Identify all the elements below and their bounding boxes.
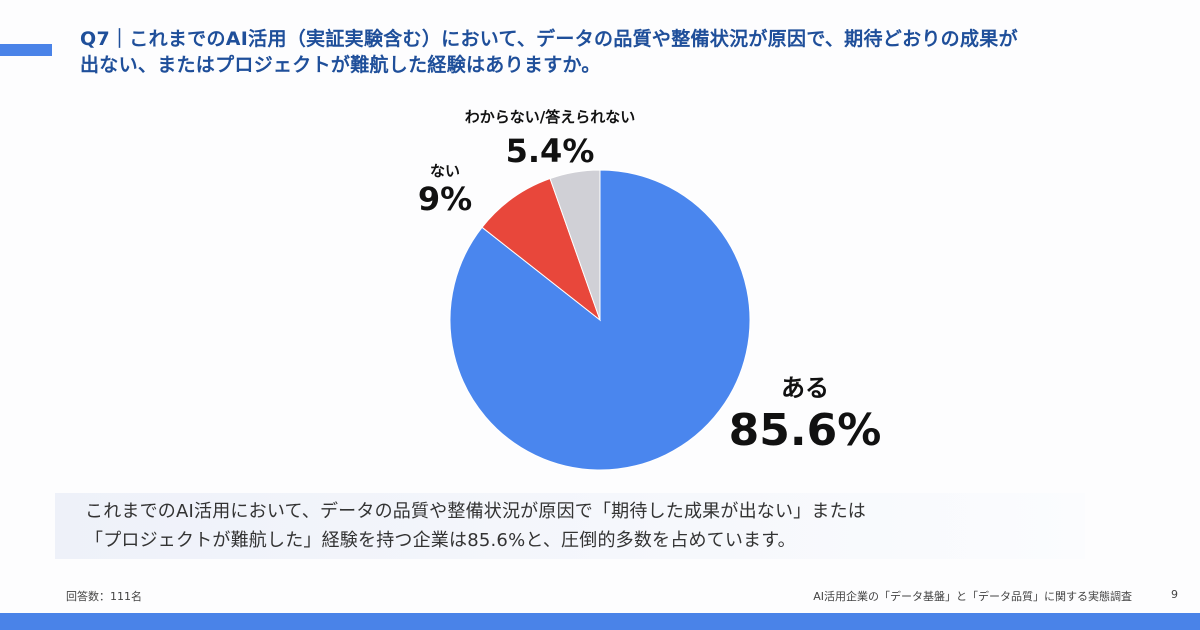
summary-line-1: これまでのAI活用において、データの品質や整備状況が原因で「期待した成果が出ない… [85, 501, 866, 522]
pie-slice-no [481, 177, 602, 322]
label-no-name: ない [429, 162, 460, 180]
label-unknown-pct: 5.4% [505, 132, 595, 170]
label-yes-pct: 85.6% [728, 405, 882, 456]
summary-box: これまでのAI活用において、データの品質や整備状況が原因で「期待した成果が出ない… [55, 493, 1085, 559]
label-yes: ある 85.6% [720, 368, 890, 459]
accent-bar [0, 44, 52, 56]
pie-chart [449, 169, 751, 471]
page-number: 9 [1171, 588, 1178, 601]
title-line-2: 出ない、またはプロジェクトが難航した経験はありますか。 [80, 54, 601, 76]
bottom-bar [0, 613, 1200, 630]
label-unknown-name: わからない/答えられない [464, 108, 636, 126]
pie-slice-unknown [549, 169, 601, 321]
title-line-1: Q7｜これまでのAI活用（実証実験含む）において、データの品質や整備状況が原因で… [80, 28, 1018, 50]
summary-line-2: 「プロジェクトが難航した」経験を持つ企業は85.6%と、圧倒的多数を占めています… [85, 530, 796, 551]
survey-title: AI活用企業の「データ基盤」と「データ品質」に関する実態調査 [813, 590, 1132, 603]
label-no: ない 9% [400, 160, 490, 217]
label-no-pct: 9% [417, 180, 473, 218]
label-yes-name: ある [781, 374, 829, 402]
question-title: Q7｜これまでのAI活用（実証実験含む）において、データの品質や整備状況が原因で… [80, 26, 1170, 78]
respondent-count: 回答数：111名 [66, 590, 142, 603]
label-unknown: わからない/答えられない 5.4% [430, 106, 670, 171]
